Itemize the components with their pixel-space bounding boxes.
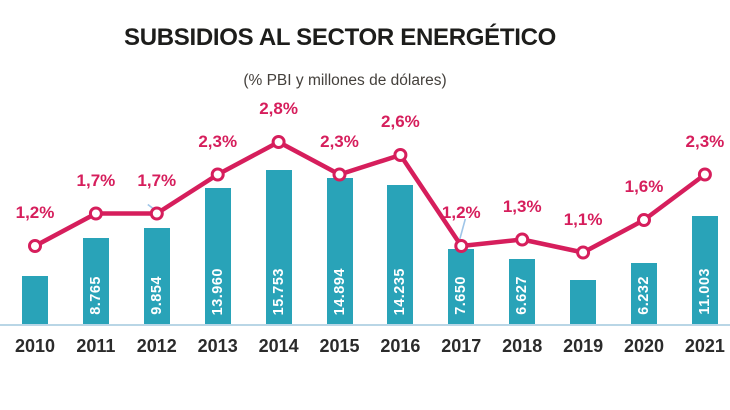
chart-subtitle: (% PBI y millones de dólares) xyxy=(243,72,447,89)
line-marker-2017 xyxy=(454,239,469,253)
year-label-2011: 2011 xyxy=(76,336,116,356)
line-marker-2015 xyxy=(332,167,347,182)
pct-label-2011: 1,7% xyxy=(76,170,116,190)
year-label-2020: 2020 xyxy=(623,336,665,356)
bar-2014: 15.753 xyxy=(265,170,292,324)
line-marker-2012 xyxy=(149,206,164,221)
bar-2011: 8.765 xyxy=(82,238,109,324)
bar-2017: 7.650 xyxy=(448,249,475,324)
year-label-2018: 2018 xyxy=(502,336,543,356)
bar-2021: 11.003 xyxy=(691,216,718,324)
bar-2012: 9.854 xyxy=(143,228,170,324)
bar-2019 xyxy=(570,280,597,324)
pct-line xyxy=(32,139,708,255)
bar-2016: 14.235 xyxy=(387,185,414,324)
year-label-2013: 2013 xyxy=(197,336,238,356)
bar-2013: 13.960 xyxy=(204,188,231,324)
year-label-2021: 2021 xyxy=(684,336,725,356)
bar-2010 xyxy=(22,276,48,324)
pct-label-2020: 1,6% xyxy=(624,177,664,196)
year-label-2017: 2017 xyxy=(441,336,482,356)
line-marker-2018 xyxy=(515,232,530,247)
pct-label-2012: 1,7% xyxy=(137,170,177,190)
line-marker-2020 xyxy=(637,213,651,227)
pct-label-2010: 1,2% xyxy=(15,203,55,222)
line-marker-2011 xyxy=(88,206,103,221)
pct-label-2017: 1,2% xyxy=(441,203,481,222)
year-label-2010: 2010 xyxy=(14,336,56,356)
bar-2015: 14.894 xyxy=(326,178,353,324)
pct-label-2016: 2,6% xyxy=(381,112,420,131)
pct-label-2019: 1,1% xyxy=(563,209,603,229)
pct-label-2018: 1,3% xyxy=(502,196,542,216)
year-label-2015: 2015 xyxy=(319,336,360,356)
year-label-2014: 2014 xyxy=(258,336,299,356)
pct-label-2014: 2,8% xyxy=(259,99,298,118)
chart-title: SUBSIDIOS AL SECTOR ENERGÉTICO xyxy=(124,24,556,51)
x-axis-line xyxy=(0,324,730,326)
line-marker-2013 xyxy=(210,167,225,182)
line-marker-2010 xyxy=(28,239,42,253)
pct-label-2015: 2,3% xyxy=(320,131,359,151)
year-label-2019: 2019 xyxy=(563,336,604,356)
pct-label-2021: 2,3% xyxy=(685,131,725,151)
callout-leader-line-2017 xyxy=(458,218,467,242)
year-label-2012: 2012 xyxy=(136,336,177,356)
year-label-2016: 2016 xyxy=(380,336,421,356)
line-marker-2016 xyxy=(393,148,408,162)
bar-2020: 6.232 xyxy=(631,263,657,324)
line-marker-2019 xyxy=(576,245,591,260)
line-marker-2014 xyxy=(271,135,286,149)
pct-label-2013: 2,3% xyxy=(198,131,238,151)
line-marker-2021 xyxy=(697,167,712,182)
bar-2018: 6.627 xyxy=(509,259,536,324)
